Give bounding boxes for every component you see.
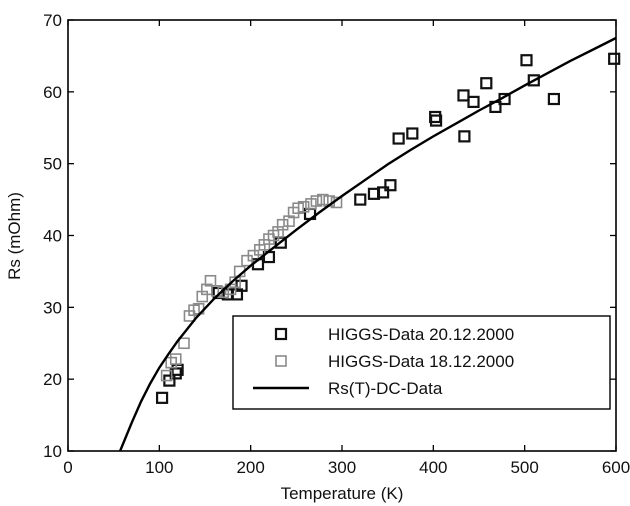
data-point-square <box>310 195 323 207</box>
data-point-square <box>354 193 367 206</box>
series-line-dc-data <box>118 36 617 452</box>
data-point-square <box>457 89 470 102</box>
data-point-square <box>160 369 173 382</box>
data-point-square <box>480 77 493 90</box>
data-point-square <box>204 274 217 287</box>
x-tick-label: 500 <box>510 458 538 477</box>
series-layer <box>118 36 621 452</box>
data-point-square <box>169 353 182 365</box>
y-tick-label: 10 <box>43 442 62 461</box>
y-tick-label: 30 <box>43 298 62 317</box>
y-tick-label: 40 <box>43 227 62 246</box>
data-point-square <box>458 130 471 143</box>
data-point-square <box>384 179 397 192</box>
data-point-square <box>520 54 533 67</box>
x-tick-label: 400 <box>419 458 447 477</box>
series-2-markers <box>160 193 343 382</box>
legend-square-swatch <box>274 327 288 341</box>
legend-entry-label: Rs(T)-DC-Data <box>328 379 443 398</box>
data-point-square <box>608 52 621 65</box>
x-tick-label: 100 <box>145 458 173 477</box>
data-point-square <box>527 74 540 87</box>
y-tick-label: 60 <box>43 83 62 102</box>
data-point-square <box>217 286 230 299</box>
ticks-layer: 0 100 200 300 400 500 600 10 20 30 40 50 60 70 <box>43 11 630 477</box>
x-axis-label: Temperature (K) <box>281 484 404 503</box>
data-point-square <box>297 200 310 213</box>
legend: HIGGS-Data 20.12.2000 HIGGS-Data 18.12.20… <box>232 315 611 410</box>
data-point-square <box>392 132 405 145</box>
data-point-square <box>276 218 289 231</box>
y-tick-label: 70 <box>43 11 62 30</box>
legend-entry-label: HIGGS-Data 18.12.2000 <box>328 352 514 371</box>
legend-square-swatch <box>275 355 287 367</box>
x-tick-label: 200 <box>236 458 264 477</box>
y-axis-label: Rs (mOhm) <box>5 192 24 280</box>
data-point-square <box>235 279 248 292</box>
data-point-square <box>467 95 480 108</box>
legend-box <box>232 315 611 410</box>
data-point-square <box>377 186 390 199</box>
y-tick-label: 20 <box>43 370 62 389</box>
y-tick-label: 50 <box>43 155 62 174</box>
data-point-square <box>317 193 329 206</box>
data-point-square <box>429 114 443 127</box>
legend-entry-label: HIGGS-Data 20.12.2000 <box>328 325 514 344</box>
x-tick-label: 300 <box>328 458 356 477</box>
x-tick-label: 0 <box>63 458 72 477</box>
data-point-square <box>178 337 190 350</box>
data-point-square <box>547 92 560 106</box>
data-point-square <box>155 391 169 404</box>
data-point-square <box>406 127 419 140</box>
x-tick-label: 600 <box>602 458 630 477</box>
